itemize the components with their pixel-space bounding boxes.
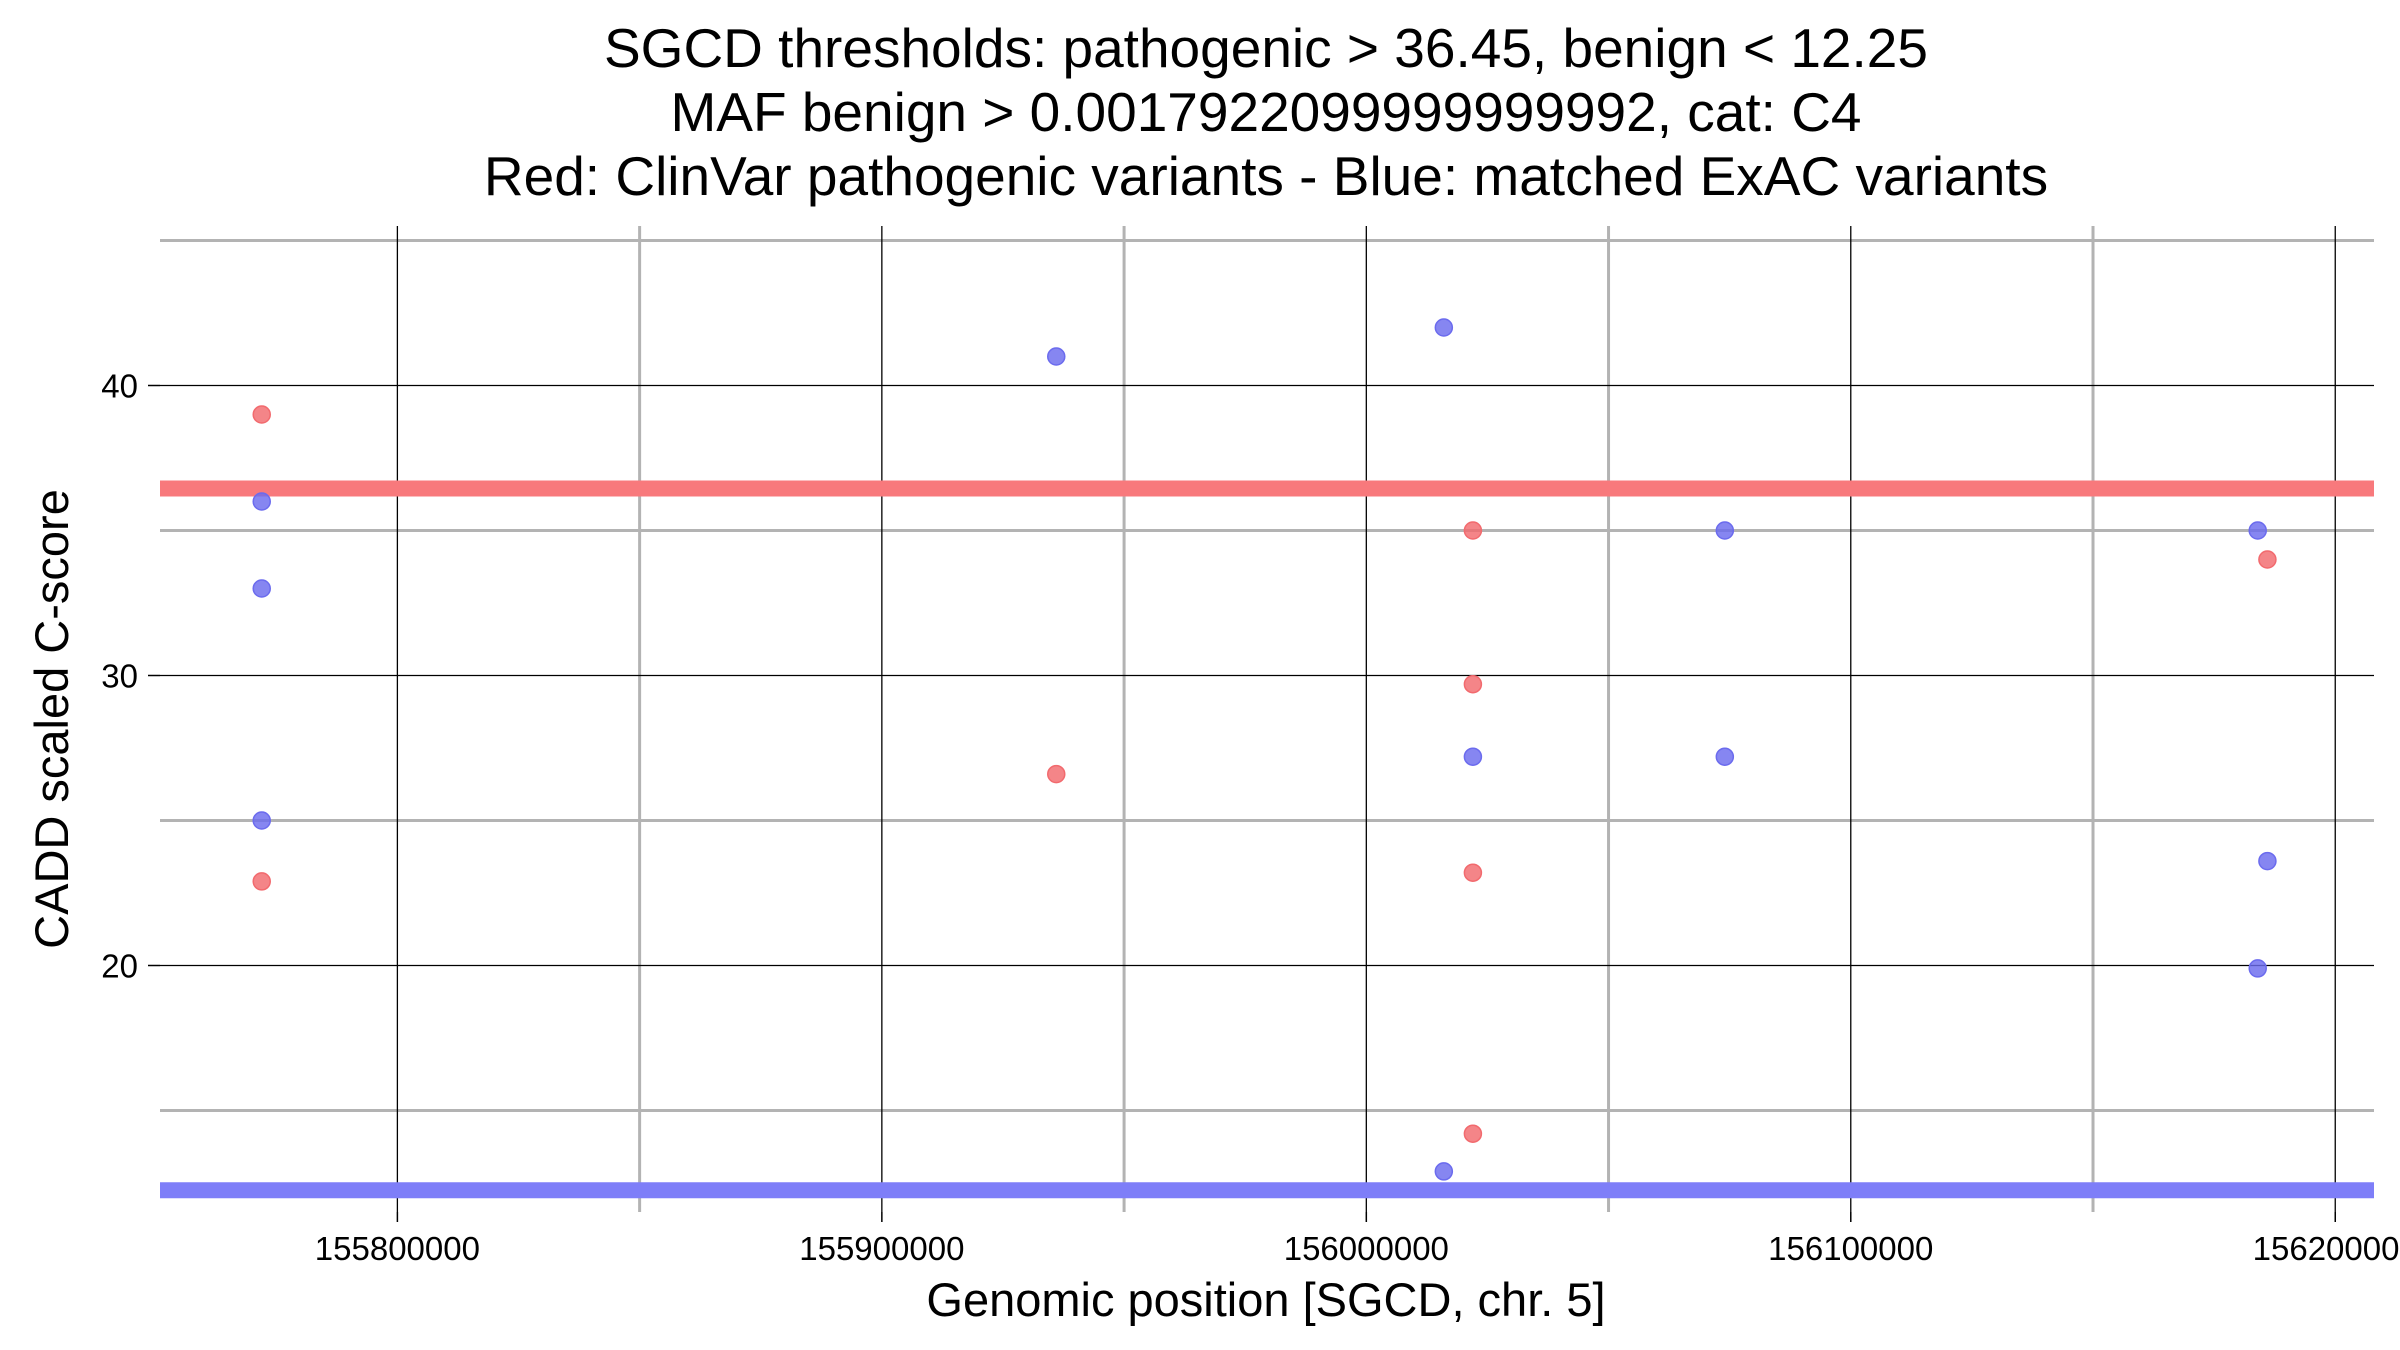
data-point-pathogenic [252, 405, 271, 424]
y-tick-label: 40 [101, 368, 138, 405]
threshold-lines [160, 480, 2374, 1199]
chart-title: SGCD thresholds: pathogenic > 36.45, ben… [484, 17, 2048, 207]
y-axis-ticks: 20 30 40 [101, 368, 160, 985]
data-point-pathogenic [1463, 863, 1483, 882]
x-axis-ticks: 155800000 155900000 156000000 156100000 1562… [315, 1212, 2400, 1267]
x-tick-label: 156200000 [2253, 1230, 2400, 1267]
data-point-benign [1715, 747, 1735, 766]
data-point-pathogenic [1463, 521, 1483, 540]
x-tick-label: 156000000 [1284, 1230, 1449, 1267]
y-tick-label: 20 [101, 948, 138, 985]
title-line-2: MAF benign > 0.0017922099999999992, cat:… [670, 81, 1861, 143]
data-point-benign [252, 579, 271, 598]
data-point-benign [2258, 851, 2277, 871]
data-point-benign [252, 811, 271, 830]
minor-gridlines [160, 226, 2374, 1212]
title-line-3: Red: ClinVar pathogenic variants - Blue:… [484, 145, 2048, 207]
data-point-pathogenic [2258, 550, 2277, 569]
data-point-benign [1463, 747, 1483, 766]
x-axis-title: Genomic position [SGCD, chr. 5] [926, 1273, 1605, 1326]
x-tick-label: 156100000 [1768, 1230, 1933, 1267]
data-point-benign [1047, 347, 1066, 366]
data-point-benign [1434, 318, 1454, 337]
data-point-pathogenic [252, 872, 271, 891]
data-point-benign [1434, 1162, 1454, 1181]
x-tick-label: 155900000 [799, 1230, 964, 1267]
data-point-benign [2248, 959, 2267, 978]
data-point-benign [252, 492, 271, 511]
x-tick-label: 155800000 [315, 1230, 480, 1267]
major-gridlines [160, 226, 2374, 1212]
data-point-benign [1715, 521, 1735, 540]
data-point-pathogenic [1463, 674, 1483, 694]
y-axis-title: CADD scaled C-score [25, 489, 78, 949]
data-points [252, 318, 2277, 1181]
data-point-pathogenic [1463, 1124, 1483, 1143]
y-tick-label: 30 [101, 658, 138, 695]
data-point-benign [2248, 521, 2267, 540]
title-line-1: SGCD thresholds: pathogenic > 36.45, ben… [604, 17, 1928, 79]
data-point-pathogenic [1047, 764, 1066, 784]
